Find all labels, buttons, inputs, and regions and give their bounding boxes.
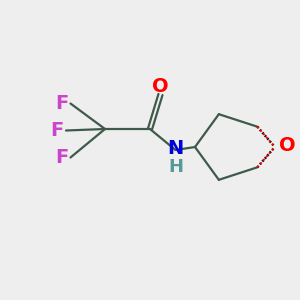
Text: O: O [152,77,169,97]
Text: F: F [56,148,69,167]
Text: N: N [167,139,184,158]
Text: H: H [168,158,183,176]
Text: O: O [279,136,296,155]
Text: F: F [56,94,69,113]
Text: F: F [50,121,64,140]
